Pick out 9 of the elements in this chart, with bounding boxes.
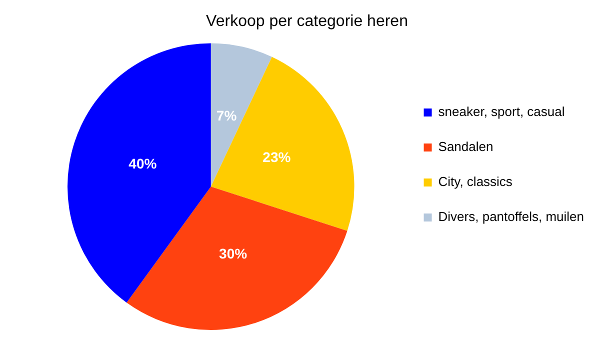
data-label: 23%: [262, 148, 292, 165]
legend-label: sneaker, sport, casual: [438, 104, 565, 120]
data-label: 40%: [128, 155, 158, 172]
legend-label: Divers, pantoffels, muilen: [438, 209, 584, 224]
legend-label: City, classics: [438, 174, 513, 190]
data-label: 30%: [219, 246, 248, 262]
legend-label: Sandalen: [438, 139, 494, 154]
data-label: 7%: [216, 107, 238, 124]
chart-title: Verkoop per categorie heren: [206, 13, 408, 30]
